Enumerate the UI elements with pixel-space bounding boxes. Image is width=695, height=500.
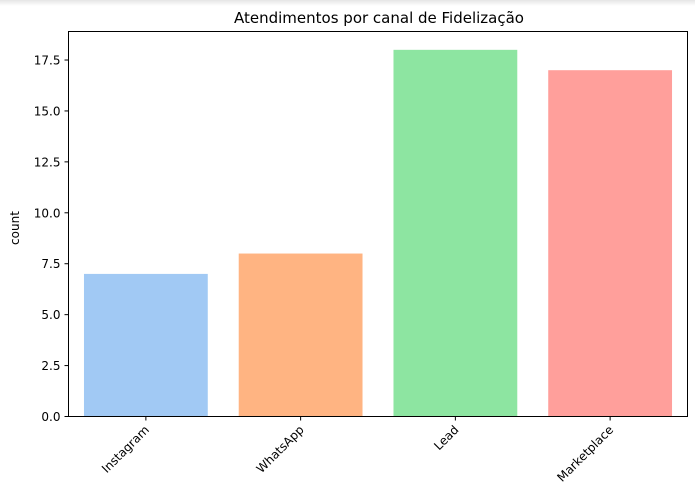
bar-instagram: [83, 273, 208, 417]
y-tick-label: 0.0: [41, 410, 60, 424]
bar-marketplace: [548, 70, 673, 417]
y-tick-label: 15.0: [34, 104, 61, 118]
y-axis-label: count: [8, 211, 22, 245]
x-tick-label-whatsapp: WhatsApp: [254, 423, 307, 476]
y-tick-label: 12.5: [34, 155, 61, 169]
x-axis: Instagram WhatsApp Lead Marketplace: [99, 416, 616, 485]
y-tick-label: 7.5: [41, 257, 60, 271]
y-tick-label: 10.0: [34, 206, 61, 220]
bar-lead: [393, 49, 518, 417]
bars-group: [83, 49, 673, 417]
chart-title: Atendimentos por canal de Fidelização: [234, 9, 524, 27]
plot-frame: [68, 31, 688, 417]
y-axis: 0.0 2.5 5.0 7.5 10.0 12.5 15.0 17.5: [34, 54, 69, 424]
x-tick-label-instagram: Instagram: [99, 423, 152, 476]
window-top-shadow: [0, 0, 695, 6]
bar-whatsapp: [238, 253, 363, 417]
y-tick-label: 2.5: [41, 359, 60, 373]
y-tick-label: 5.0: [41, 308, 60, 322]
x-tick-label-lead: Lead: [431, 423, 461, 453]
y-tick-label: 17.5: [34, 54, 61, 68]
x-tick-label-marketplace: Marketplace: [554, 423, 616, 485]
